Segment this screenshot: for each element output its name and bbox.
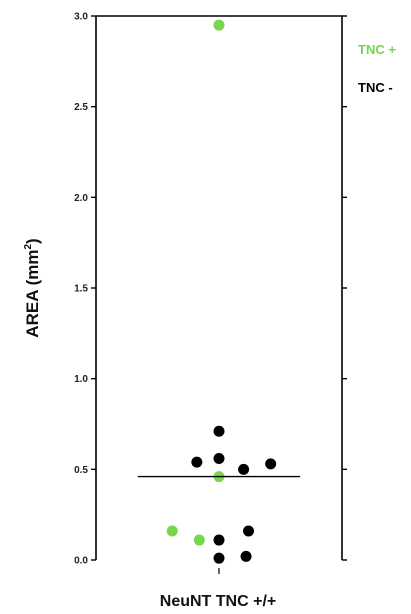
y-tick-label: 1.5 (74, 284, 88, 295)
data-point-tnc-negative (240, 550, 252, 562)
y-axis-label-main: AREA (mm (23, 250, 42, 338)
data-point-tnc-negative (243, 525, 255, 537)
y-tick-label: 0.5 (74, 465, 88, 476)
data-point-tnc-positive (213, 19, 225, 31)
data-point-tnc-negative (191, 456, 203, 468)
x-axis-label: NeuNT TNC +/+ (160, 593, 276, 610)
y-tick-label: 2.5 (74, 102, 88, 113)
legend-entry-tnc-negative: TNC - (358, 80, 393, 95)
data-point-tnc-negative (238, 463, 250, 475)
y-axis-label: AREA (mm2) (23, 238, 42, 337)
data-point-tnc-negative (213, 534, 225, 546)
y-axis-label-superscript: 2 (23, 244, 34, 250)
data-point-tnc-negative (213, 425, 225, 437)
data-point-tnc-negative (213, 452, 225, 464)
legend: TNC + TNC - (358, 42, 396, 95)
data-points (166, 19, 277, 564)
data-point-tnc-positive (193, 534, 205, 546)
y-axis-label-close: ) (23, 238, 42, 244)
y-tick-label: 0.0 (74, 556, 88, 567)
axes (95, 15, 343, 574)
y-axis-ticks: 0.0 0.5 1.0 1.5 2.0 2.5 3.0 (74, 12, 347, 567)
y-tick-label: 3.0 (74, 12, 88, 23)
data-point-tnc-positive (166, 525, 178, 537)
data-point-tnc-negative (265, 458, 277, 470)
y-tick-label: 1.0 (74, 374, 88, 385)
y-tick-label: 2.0 (74, 193, 88, 204)
data-point-tnc-negative (213, 552, 225, 564)
legend-entry-tnc-positive: TNC + (358, 42, 396, 57)
